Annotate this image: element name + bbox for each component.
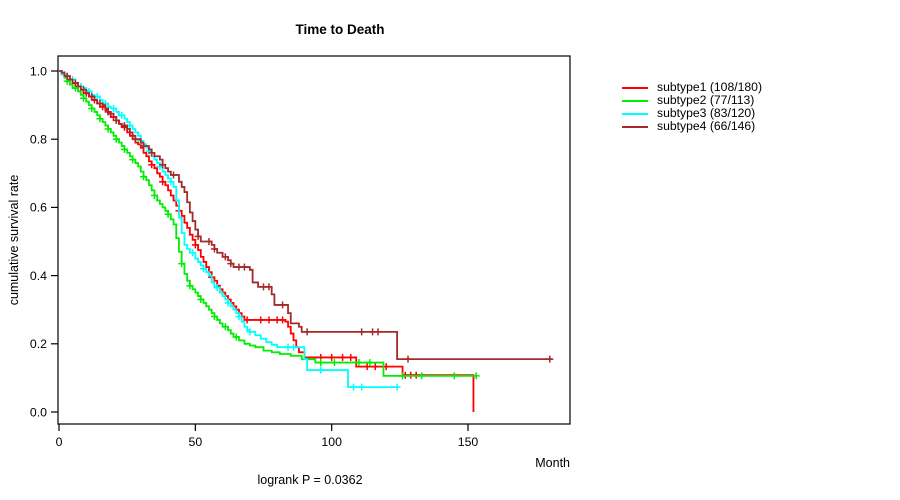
legend-item-subtype4: subtype4 (66/146) <box>622 120 762 133</box>
y-tick-label: 1.0 <box>30 64 47 78</box>
survival-curve-subtype1 <box>59 70 475 412</box>
x-tick-label: 100 <box>321 435 342 449</box>
legend-swatch-subtype3 <box>622 112 648 115</box>
x-tick-label: 50 <box>188 435 202 449</box>
censor-marks-subtype3 <box>60 70 401 391</box>
legend-swatch-subtype2 <box>622 99 648 102</box>
y-tick-label: 0.4 <box>30 269 47 283</box>
legend-label: subtype3 (83/120) <box>657 106 756 120</box>
legend-label: subtype4 (66/146) <box>657 119 756 133</box>
y-tick-label: 0.0 <box>30 405 47 419</box>
survival-curve-subtype2 <box>59 70 477 377</box>
legend-item-subtype1: subtype1 (108/180) <box>622 81 762 94</box>
legend-label: subtype1 (108/180) <box>657 80 763 94</box>
y-tick-label: 0.2 <box>30 337 47 351</box>
plot-frame <box>57 55 571 425</box>
survival-curve-subtype3 <box>59 70 398 389</box>
x-axis-label: Month <box>535 456 570 470</box>
y-tick-label: 0.6 <box>30 201 47 215</box>
y-tick-label: 0.8 <box>30 133 47 147</box>
legend-swatch-subtype1 <box>622 86 648 89</box>
legend-swatch-subtype4 <box>622 125 648 128</box>
x-tick-label: 150 <box>458 435 479 449</box>
logrank-p-annotation: logrank P = 0.0362 <box>257 473 363 487</box>
legend-item-subtype2: subtype2 (77/113) <box>622 94 762 107</box>
legend-item-subtype3: subtype3 (83/120) <box>622 107 762 120</box>
legend: subtype1 (108/180) subtype2 (77/113) subty… <box>622 81 762 133</box>
censor-marks-subtype4 <box>63 72 554 363</box>
legend-label: subtype2 (77/113) <box>657 93 755 107</box>
chart-title: Time to Death <box>295 22 385 37</box>
censor-marks-subtype2 <box>63 77 480 380</box>
x-tick-label: 0 <box>56 435 63 449</box>
survival-curve-subtype4 <box>59 70 553 361</box>
